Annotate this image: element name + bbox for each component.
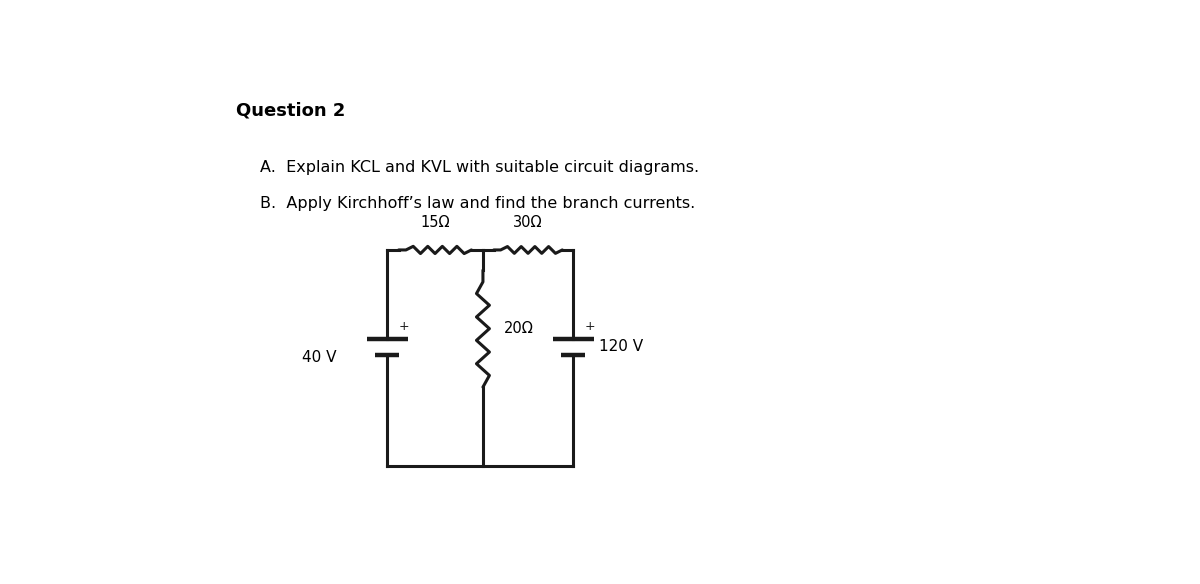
Text: A.  Explain KCL and KVL with suitable circuit diagrams.: A. Explain KCL and KVL with suitable cir… — [259, 160, 698, 175]
Text: 40 V: 40 V — [301, 350, 336, 366]
Text: +: + — [398, 320, 409, 333]
Text: 120 V: 120 V — [599, 339, 643, 354]
Text: B.  Apply Kirchhoff’s law and find the branch currents.: B. Apply Kirchhoff’s law and find the br… — [259, 196, 695, 211]
Text: 20Ω: 20Ω — [504, 321, 533, 336]
Text: 15Ω: 15Ω — [420, 215, 450, 230]
Text: +: + — [584, 320, 595, 333]
Text: 30Ω: 30Ω — [514, 215, 542, 230]
Text: Question 2: Question 2 — [235, 102, 344, 120]
